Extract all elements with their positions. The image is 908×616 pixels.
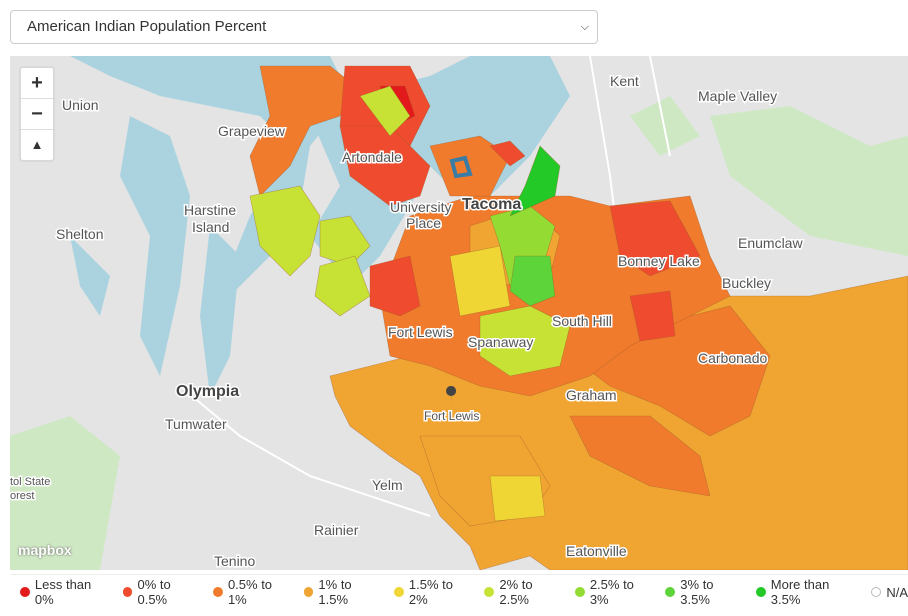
legend-swatch bbox=[20, 587, 30, 597]
legend-item[interactable]: N/A bbox=[871, 585, 908, 600]
compass[interactable]: ▲ bbox=[30, 137, 44, 152]
legend-item[interactable]: More than 3.5% bbox=[755, 577, 861, 607]
place-label: Union bbox=[62, 97, 99, 113]
place-label: Eatonville bbox=[566, 543, 627, 559]
highlight bbox=[449, 155, 473, 179]
caret: ⌵ bbox=[580, 21, 589, 33]
place-label: Rainier bbox=[314, 522, 359, 538]
place-label: Spanaway bbox=[468, 334, 533, 350]
legend-item[interactable]: 1% to 1.5% bbox=[303, 577, 384, 607]
place-label: Fort Lewis bbox=[424, 409, 479, 423]
legend-item[interactable]: 1.5% to 2% bbox=[394, 577, 474, 607]
legend-item[interactable]: 2.5% to 3% bbox=[574, 577, 655, 607]
attribution[interactable]: mapbox bbox=[18, 542, 72, 558]
place-label: Kent bbox=[610, 73, 639, 89]
zoom-out[interactable]: − bbox=[21, 99, 53, 130]
place-label: Graham bbox=[566, 387, 617, 403]
parks bbox=[10, 96, 908, 570]
legend-label: 0% to 0.5% bbox=[137, 577, 171, 607]
place-label: Olympia bbox=[176, 383, 239, 400]
place-label: South Hill bbox=[552, 313, 612, 329]
place-label: Tenino bbox=[214, 553, 255, 569]
place-label: Artondale bbox=[342, 149, 402, 165]
place-label: Island bbox=[192, 219, 229, 235]
place-label: Yelm bbox=[372, 477, 403, 493]
place-label: orest bbox=[10, 490, 34, 502]
legend-swatch bbox=[213, 587, 223, 597]
legend-label: 2.5% to 3% bbox=[589, 577, 634, 607]
legend-swatch bbox=[755, 587, 766, 597]
legend-label: More than 3.5% bbox=[770, 577, 830, 607]
legend-swatch bbox=[484, 587, 495, 597]
place-label: Carbonado bbox=[698, 350, 767, 366]
place-label: Fort Lewis bbox=[388, 324, 453, 340]
place-label: Enumclaw bbox=[738, 235, 803, 251]
place-label: Maple Valley bbox=[698, 88, 777, 104]
legend-label: N/A bbox=[886, 584, 908, 600]
place-label: Bonney Lake bbox=[618, 253, 700, 269]
place-label: tol State bbox=[10, 476, 50, 488]
legend-swatch bbox=[122, 587, 133, 597]
legend-item[interactable]: 0.5% to 1% bbox=[213, 577, 293, 607]
legend: Less than 0% 0% to 0.5% 0.5% to 1% 1% to 1.… bbox=[10, 574, 908, 609]
legend-swatch bbox=[303, 587, 314, 597]
marker bbox=[446, 386, 457, 408]
place-label: Shelton bbox=[56, 226, 103, 242]
place-label: Grapeview bbox=[218, 123, 286, 139]
tracts bbox=[249, 65, 908, 570]
place-label: Harstine bbox=[184, 202, 236, 218]
legend-swatch bbox=[871, 587, 882, 597]
legend-item[interactable]: Less than 0% bbox=[20, 577, 113, 607]
place-label: Place bbox=[406, 215, 441, 231]
place-label: Buckley bbox=[722, 275, 771, 291]
map-controls: + − ▲ bbox=[19, 66, 55, 162]
zoom-in[interactable]: + bbox=[21, 68, 53, 99]
legend-item[interactable]: 0% to 0.5% bbox=[122, 577, 203, 607]
legend-label: 1.5% to 2% bbox=[408, 577, 453, 607]
legend-label: 0.5% to 1% bbox=[227, 577, 273, 607]
place-label: Tumwater bbox=[165, 416, 227, 432]
legend-item[interactable]: 2% to 2.5% bbox=[484, 577, 564, 607]
place-label: Tacoma bbox=[462, 196, 521, 213]
legend-item[interactable]: 3% to 3.5% bbox=[665, 577, 745, 607]
map[interactable]: Kent Maple Valley Union Grapeview Artond… bbox=[10, 56, 908, 570]
select-label: American Indian Population Percent bbox=[27, 18, 267, 35]
legend-label: 2% to 2.5% bbox=[499, 577, 533, 607]
legend-swatch bbox=[394, 587, 404, 597]
place-label: University bbox=[390, 199, 451, 215]
legend-label: Less than 0% bbox=[34, 577, 92, 607]
legend-swatch bbox=[574, 587, 585, 597]
layer-select[interactable]: American Indian Population Percent ⌵ bbox=[10, 10, 598, 44]
legend-swatch bbox=[665, 587, 676, 597]
legend-label: 3% to 3.5% bbox=[680, 577, 714, 607]
legend-label: 1% to 1.5% bbox=[318, 577, 352, 607]
